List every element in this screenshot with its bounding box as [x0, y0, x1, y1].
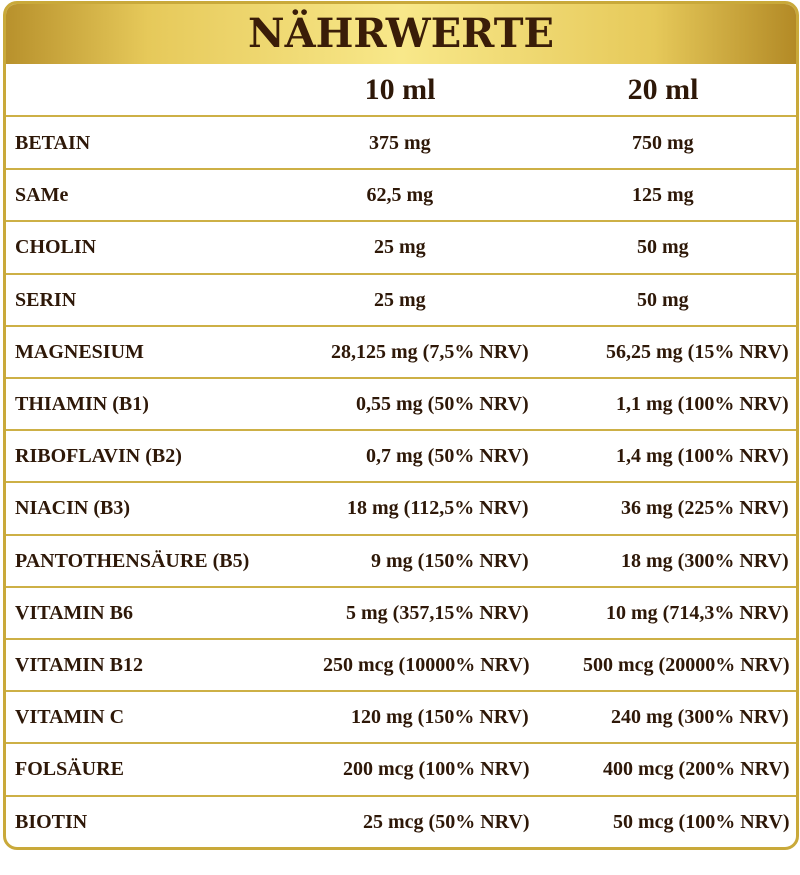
amount: 9 mg (150% NRV): [371, 549, 529, 572]
row-divider: [6, 220, 796, 223]
column-header: 20 ml: [627, 73, 699, 106]
amount: 250 mcg (10000% NRV): [323, 654, 530, 676]
row-divider: [6, 324, 796, 327]
amount: 25 mg: [374, 236, 426, 259]
row-divider: [6, 585, 796, 588]
amount: 125 mg: [632, 184, 694, 207]
amount: 25 mg: [374, 288, 426, 311]
amount: 5 mg (357,15% NRV): [346, 601, 529, 624]
amount: 500 mcg (20000% NRV): [583, 654, 790, 676]
amount: 18 mg (300% NRV): [621, 549, 789, 572]
amount: 750 mg: [632, 132, 694, 154]
amount: 400 mcg (200% NRV): [603, 758, 790, 781]
nutrition-card: NÄHRWERTE 10 ml 20 ml BETAIN 375 mg 750 mg SA…: [3, 1, 799, 850]
nutrient-name: BETAIN: [15, 132, 91, 154]
row-divider: [6, 168, 796, 171]
nutrient-name: FOLSÄURE: [15, 758, 124, 781]
amount: 0,7 mg (50% NRV): [366, 445, 529, 468]
amount: 56,25 mg (15% NRV): [606, 340, 789, 363]
nutrient-name: RIBOFLAVIN (B2): [15, 445, 182, 468]
nutrient-name: THIAMIN (B1): [15, 393, 149, 415]
nutrient-name: CHOLIN: [15, 236, 97, 259]
title-bar: NÄHRWERTE: [6, 4, 796, 64]
row-divider: [6, 481, 796, 484]
nutrient-name: VITAMIN B12: [15, 654, 143, 676]
amount: 240 mg (300% NRV): [611, 706, 789, 729]
amount: 50 mg: [637, 288, 689, 311]
nutrient-name: VITAMIN C: [15, 706, 125, 729]
amount: 120 mg (150% NRV): [351, 706, 529, 729]
column-header: 10 ml: [364, 73, 436, 106]
amount: 10 mg (714,3% NRV): [606, 601, 789, 624]
amount: 62,5 mg: [366, 184, 434, 207]
amount: 1,1 mg (100% NRV): [616, 393, 789, 415]
row-divider: [6, 272, 796, 275]
amount: 200 mcg (100% NRV): [343, 758, 530, 781]
amount: 25 mcg (50% NRV): [363, 810, 530, 833]
amount: 36 mg (225% NRV): [621, 497, 789, 520]
nutrient-name: VITAMIN B6: [15, 601, 133, 624]
amount: 0,55 mg (50% NRV): [356, 393, 529, 415]
row-divider: [6, 742, 796, 745]
amount: 1,4 mg (100% NRV): [616, 445, 789, 468]
row-divider: [6, 115, 796, 117]
nutrient-name: MAGNESIUM: [15, 340, 144, 363]
row-divider: [6, 690, 796, 693]
amount: 50 mg: [637, 236, 689, 259]
row-divider: [6, 377, 796, 379]
title: NÄHRWERTE: [248, 10, 554, 57]
amount: 375 mg: [369, 132, 431, 154]
nutrient-name: PANTOTHENSÄURE (B5): [15, 549, 250, 572]
amount: 50 mcg (100% NRV): [613, 810, 790, 833]
nutrient-name: BIOTIN: [15, 810, 88, 833]
row-divider: [6, 794, 796, 797]
nutrient-name: SAMe: [15, 184, 69, 207]
nutrient-name: SERIN: [15, 288, 77, 311]
amount: 28,125 mg (7,5% NRV): [331, 340, 529, 363]
row-divider: [6, 533, 796, 536]
row-divider: [6, 638, 796, 640]
row-divider: [6, 429, 796, 432]
nutrient-name: NIACIN (B3): [15, 497, 130, 520]
amount: 18 mg (112,5% NRV): [347, 497, 529, 520]
